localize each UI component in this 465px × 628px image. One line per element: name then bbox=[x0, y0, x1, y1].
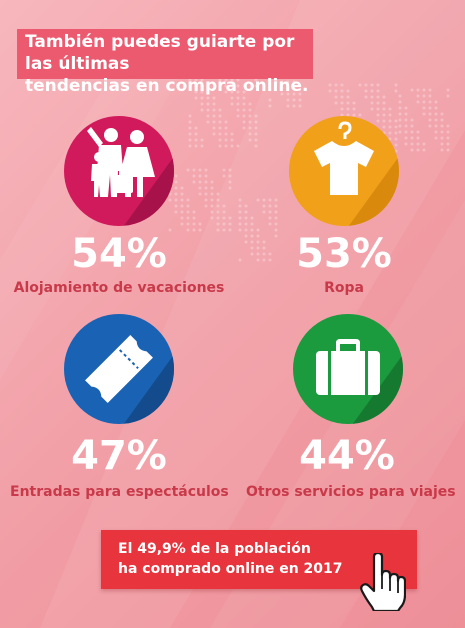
shirt-hanger-icon bbox=[289, 116, 399, 226]
population-stat-banner[interactable]: El 49,9% de la población ha comprado onl… bbox=[101, 530, 417, 589]
cta-line-2: ha comprado online en 2017 bbox=[118, 561, 343, 577]
stat-travel-label: Otros servicios para viajes bbox=[246, 484, 456, 500]
stat-clothing-percent: 53% bbox=[296, 231, 392, 277]
stat-tickets-label: Entradas para espectáculos bbox=[10, 484, 229, 500]
header-line-1: También puedes guiarte por las últimas bbox=[25, 32, 295, 74]
suitcase-icon bbox=[293, 314, 403, 424]
cta-line-1: El 49,9% de la población bbox=[118, 541, 311, 557]
header-title: También puedes guiarte por las últimas t… bbox=[25, 31, 325, 97]
stat-vacation-label: Alojamiento de vacaciones bbox=[13, 280, 225, 296]
family-luggage-icon bbox=[64, 116, 174, 226]
stat-vacation-circle bbox=[63, 115, 175, 227]
header-line-2: tendencias en compra online. bbox=[25, 76, 309, 96]
stat-vacation-percent: 54% bbox=[71, 231, 167, 277]
ticket-icon bbox=[64, 314, 174, 424]
stat-clothing-label: Ropa bbox=[324, 280, 364, 296]
header-banner: También puedes guiarte por las últimas t… bbox=[17, 29, 313, 96]
stat-travel-percent: 44% bbox=[299, 433, 395, 479]
stat-travel-circle bbox=[292, 313, 404, 425]
stat-tickets-circle bbox=[63, 313, 175, 425]
stat-tickets-percent: 47% bbox=[71, 433, 167, 479]
stat-clothing-circle bbox=[288, 115, 400, 227]
pointer-hand-icon bbox=[360, 553, 406, 611]
